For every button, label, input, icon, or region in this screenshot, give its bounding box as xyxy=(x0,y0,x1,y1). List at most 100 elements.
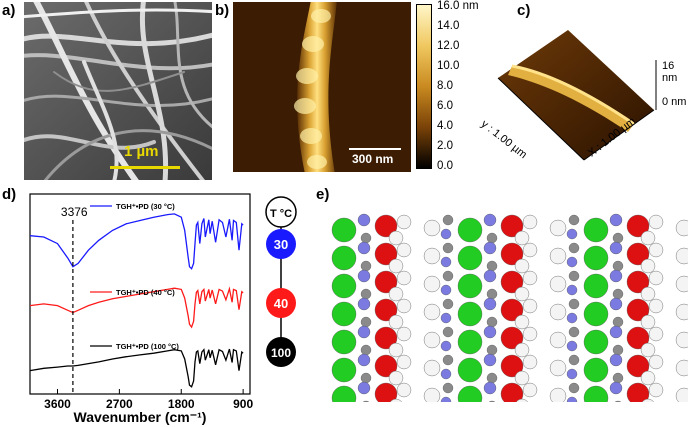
ftir-chart: TGH⁺•PD (30 °C) TGH⁺•PD (40 °C) TGH⁺•PD (1… xyxy=(29,193,253,425)
carbon-atom xyxy=(568,354,580,366)
z-axis-max: 16 nm xyxy=(662,60,678,84)
hydrogen-atom xyxy=(640,286,656,302)
nitrogen-atom xyxy=(357,269,371,283)
spectrum-line-0 xyxy=(29,213,244,270)
hydrogen-atom xyxy=(388,286,404,302)
nitrogen-atom xyxy=(609,241,623,255)
panel-e-label: e) xyxy=(316,186,330,203)
chlorine-atom xyxy=(583,245,609,271)
plot-frame xyxy=(29,193,251,395)
hydrogen-atom xyxy=(675,359,688,377)
chlorine-atom xyxy=(583,273,609,299)
nitrogen-atom xyxy=(483,297,497,311)
hydrogen-atom xyxy=(514,370,530,386)
hydrogen-atom xyxy=(675,331,688,349)
carbon-atom xyxy=(442,298,454,310)
hydrogen-atom xyxy=(522,298,538,314)
nitrogen-atom xyxy=(440,256,452,268)
hydrogen-atom xyxy=(514,342,530,358)
oxygen-atom xyxy=(374,270,398,294)
colorbar-tick: 10.0 xyxy=(437,60,460,72)
carbon-atom xyxy=(442,214,454,226)
carbon-atom xyxy=(486,232,498,244)
hydrogen-atom xyxy=(522,270,538,286)
x-tick-label: 900 xyxy=(233,397,253,411)
hydrogen-atom xyxy=(640,258,656,274)
nitrogen-atom xyxy=(483,241,497,255)
carbon-atom xyxy=(568,382,580,394)
hydrogen-atom xyxy=(396,326,412,342)
chlorine-atom xyxy=(331,245,357,271)
hydrogen-atom xyxy=(514,258,530,274)
carbon-atom xyxy=(612,344,624,356)
hydrogen-atom xyxy=(514,230,530,246)
chlorine-atom xyxy=(457,273,483,299)
carbon-atom xyxy=(612,372,624,384)
nitrogen-atom xyxy=(483,213,497,227)
oxygen-atom xyxy=(500,298,524,322)
hydrogen-atom xyxy=(396,298,412,314)
nitrogen-atom xyxy=(566,312,578,324)
chlorine-atom xyxy=(583,301,609,327)
x-tick-label: 1800 xyxy=(168,397,195,411)
chlorine-atom xyxy=(457,385,483,402)
hydrogen-atom xyxy=(648,270,664,286)
hydrogen-atom xyxy=(640,342,656,358)
nitrogen-atom xyxy=(440,340,452,352)
sem-image xyxy=(24,2,212,180)
chlorine-atom xyxy=(331,385,357,402)
nitrogen-atom xyxy=(483,353,497,367)
colorbar-tick: 14.0 xyxy=(437,20,460,32)
hydrogen-atom xyxy=(423,359,441,377)
hydrogen-atom xyxy=(388,230,404,246)
hydrogen-atom xyxy=(522,354,538,370)
spectrum-line-2 xyxy=(29,348,244,388)
chlorine-atom xyxy=(457,217,483,243)
carbon-atom xyxy=(568,242,580,254)
x-tick-label: 3600 xyxy=(44,397,71,411)
colorbar-tick-labels: 16.0 nm 14.0 12.0 10.0 8.0 6.0 4.0 2.0 0… xyxy=(437,0,507,172)
oxygen-atom xyxy=(374,242,398,266)
chlorine-atom xyxy=(583,217,609,243)
chlorine-atom xyxy=(331,329,357,355)
temp-header-circle xyxy=(265,196,297,228)
temp-label-100: 100 xyxy=(271,346,291,360)
hydrogen-atom xyxy=(396,242,412,258)
hydrogen-atom xyxy=(549,359,567,377)
oxygen-atom xyxy=(626,214,650,238)
afm-3d-surface xyxy=(497,30,657,161)
temp-header-label: T °C xyxy=(270,208,292,220)
colorbar-tick: 6.0 xyxy=(437,100,453,112)
hydrogen-atom xyxy=(648,382,664,398)
carbon-atom xyxy=(612,316,624,328)
hydrogen-atom xyxy=(642,398,654,402)
chlorine-atom xyxy=(331,357,357,383)
nitrogen-atom xyxy=(440,228,452,240)
hydrogen-atom xyxy=(423,303,441,321)
nitrogen-atom xyxy=(357,297,371,311)
nitrogen-atom xyxy=(483,325,497,339)
panel-b-label: b) xyxy=(215,2,230,19)
hydrogen-atom xyxy=(396,270,412,286)
nitrogen-atom xyxy=(357,325,371,339)
hydrogen-atom xyxy=(675,219,688,237)
nitrogen-atom xyxy=(357,241,371,255)
nitrogen-atom xyxy=(357,381,371,395)
hydrogen-atom xyxy=(675,247,688,265)
hydrogen-atom xyxy=(423,387,441,402)
oxygen-atom xyxy=(626,354,650,378)
carbon-atom xyxy=(442,326,454,338)
hydrogen-atom xyxy=(514,286,530,302)
nitrogen-atom xyxy=(566,368,578,380)
oxygen-atom xyxy=(374,298,398,322)
hydrogen-atom xyxy=(388,342,404,358)
spectrum-line-1 xyxy=(29,286,244,329)
height-colorbar xyxy=(416,4,432,169)
hydrogen-atom xyxy=(522,242,538,258)
hydrogen-atom xyxy=(522,382,538,398)
carbon-atom xyxy=(486,372,498,384)
temp-circle-100 xyxy=(266,337,296,367)
nitrogen-atom xyxy=(609,297,623,311)
z-axis-min: 0 nm xyxy=(662,96,687,108)
oxygen-atom xyxy=(500,382,524,402)
